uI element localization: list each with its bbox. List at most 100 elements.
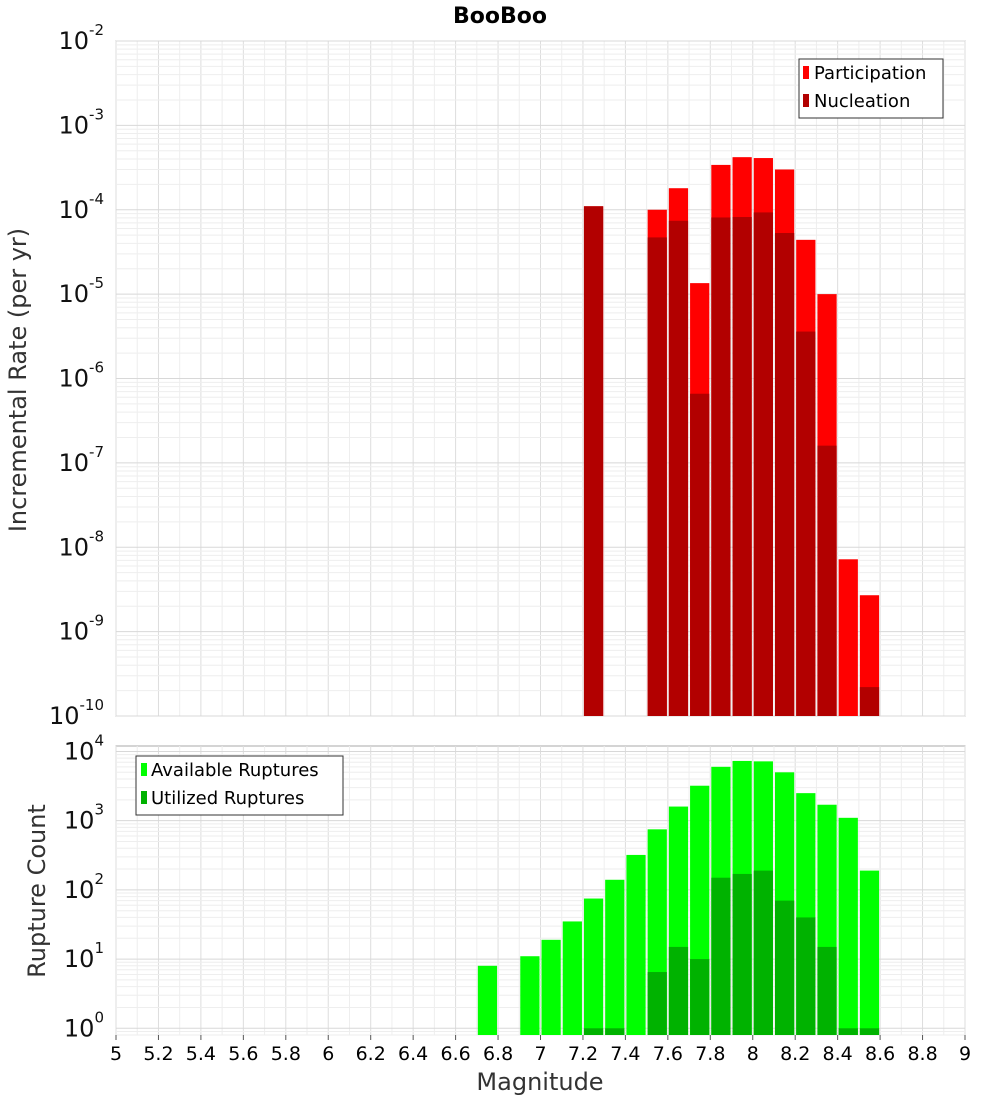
available-ruptures-bar (605, 879, 625, 1035)
x-tick-label: 7.6 (653, 1043, 683, 1065)
available-ruptures-bar (626, 854, 646, 1035)
nucleation-bar (668, 220, 689, 716)
participation-legend-label: Participation (814, 63, 926, 84)
available-ruptures-bar (859, 870, 880, 1035)
x-tick-label: 8 (747, 1043, 759, 1065)
nucleation-bar (774, 233, 795, 716)
y-tick-exponent: -10 (80, 696, 105, 714)
y-tick-exponent: -2 (89, 21, 104, 39)
y-tick-base: 10 (58, 533, 89, 561)
nucleation-bar (859, 687, 880, 716)
rate-y-tick-label: 10-8 (58, 527, 104, 561)
available-ruptures-bar (562, 921, 582, 1035)
available-legend-swatch (141, 763, 147, 776)
utilized-ruptures-bar (838, 1028, 858, 1035)
available-ruptures-bar (520, 956, 540, 1035)
count-y-axis-label: Rupture Count (23, 804, 51, 978)
y-tick-exponent: -7 (89, 443, 104, 461)
utilized-ruptures-bar (774, 900, 795, 1035)
y-tick-exponent: -8 (89, 527, 104, 545)
x-tick-label: 8.4 (823, 1043, 853, 1065)
x-tick-label: 7.8 (695, 1043, 725, 1065)
utilized-legend-label: Utilized Ruptures (151, 788, 304, 809)
rate-legend-box (798, 58, 944, 119)
x-ticks: 5 5.2 5.4 5.6 5.8 6 6.2 6.4 6.6 6.8 7 7.2 7.4 7.6 7.8 8… (110, 1035, 971, 1065)
rate-panel: 10-210-310-410-510-610-710-810-910-10 In… (4, 21, 966, 730)
y-tick-base: 10 (64, 737, 95, 765)
y-tick-base: 10 (58, 196, 89, 224)
rate-bars (583, 157, 880, 717)
available-ruptures-bar (541, 939, 561, 1035)
x-tick-label: 7 (534, 1043, 546, 1065)
y-tick-base: 10 (64, 945, 95, 973)
x-tick-label: 7.4 (610, 1043, 640, 1065)
rate-y-tick-label: 10-4 (58, 190, 104, 224)
y-tick-base: 10 (58, 280, 89, 308)
x-tick-label: 6.2 (356, 1043, 386, 1065)
available-ruptures-bar (583, 898, 604, 1035)
x-tick-label: 9 (959, 1043, 971, 1065)
nucleation-legend-label: Nucleation (814, 91, 910, 112)
y-tick-base: 10 (49, 702, 80, 730)
nucleation-legend-swatch (803, 94, 809, 107)
rate-y-tick-label: 10-10 (49, 696, 104, 730)
y-tick-exponent: -9 (89, 612, 104, 630)
y-tick-exponent: -4 (89, 190, 104, 208)
participation-bar (859, 595, 880, 716)
utilized-legend-swatch (141, 791, 147, 804)
utilized-ruptures-bar (605, 1028, 625, 1035)
utilized-ruptures-bar (647, 972, 667, 1035)
y-tick-base: 10 (58, 111, 89, 139)
nucleation-bar (753, 212, 773, 717)
utilized-ruptures-bar (711, 877, 731, 1035)
y-tick-exponent: 3 (94, 801, 104, 819)
x-tick-label: 6.4 (398, 1043, 428, 1065)
participation-legend-swatch (803, 66, 809, 79)
y-tick-base: 10 (58, 365, 89, 393)
nucleation-bar (796, 331, 816, 716)
count-y-tick-label: 101 (64, 939, 104, 973)
utilized-ruptures-bar (732, 873, 752, 1035)
y-tick-base: 10 (58, 449, 89, 477)
available-ruptures-bar (838, 817, 858, 1035)
rate-y-tick-label: 10-6 (58, 359, 104, 393)
chart-title: BooBoo (453, 4, 547, 29)
rate-y-ticks: 10-210-310-410-510-610-710-810-910-10 (49, 21, 104, 730)
y-tick-base: 10 (58, 618, 89, 646)
x-tick-label: 5.4 (186, 1043, 216, 1065)
x-tick-label: 6.8 (483, 1043, 513, 1065)
nucleation-bar (817, 445, 837, 716)
count-y-tick-label: 103 (64, 801, 104, 835)
utilized-ruptures-bar (668, 946, 689, 1035)
utilized-ruptures-bar (690, 959, 710, 1035)
utilized-ruptures-bar (753, 870, 773, 1035)
utilized-ruptures-bar (583, 1028, 604, 1035)
nucleation-bar (690, 393, 710, 716)
rate-y-tick-label: 10-2 (58, 21, 104, 55)
x-tick-label: 6.6 (440, 1043, 470, 1065)
x-tick-label: 7.2 (568, 1043, 598, 1065)
available-ruptures-bar (477, 965, 498, 1035)
x-tick-label: 5 (110, 1043, 122, 1065)
count-y-tick-label: 104 (64, 731, 104, 765)
y-tick-exponent: -3 (89, 105, 104, 123)
count-y-tick-label: 100 (64, 1008, 104, 1042)
utilized-ruptures-bar (796, 917, 816, 1035)
y-tick-base: 10 (64, 1014, 95, 1042)
rate-y-tick-label: 10-5 (58, 274, 104, 308)
rate-y-tick-label: 10-7 (58, 443, 104, 477)
utilized-ruptures-bar (817, 946, 837, 1035)
participation-bar (838, 559, 858, 716)
nucleation-bar (711, 217, 731, 717)
rate-legend: Participation Nucleation (798, 58, 944, 119)
nucleation-bar (732, 217, 752, 716)
x-tick-label: 8.6 (865, 1043, 895, 1065)
count-legend: Available Ruptures Utilized Ruptures (135, 755, 344, 816)
y-tick-base: 10 (58, 27, 89, 55)
y-tick-exponent: 1 (94, 939, 104, 957)
rate-gridlines (115, 40, 966, 717)
x-tick-label: 6 (322, 1043, 334, 1065)
